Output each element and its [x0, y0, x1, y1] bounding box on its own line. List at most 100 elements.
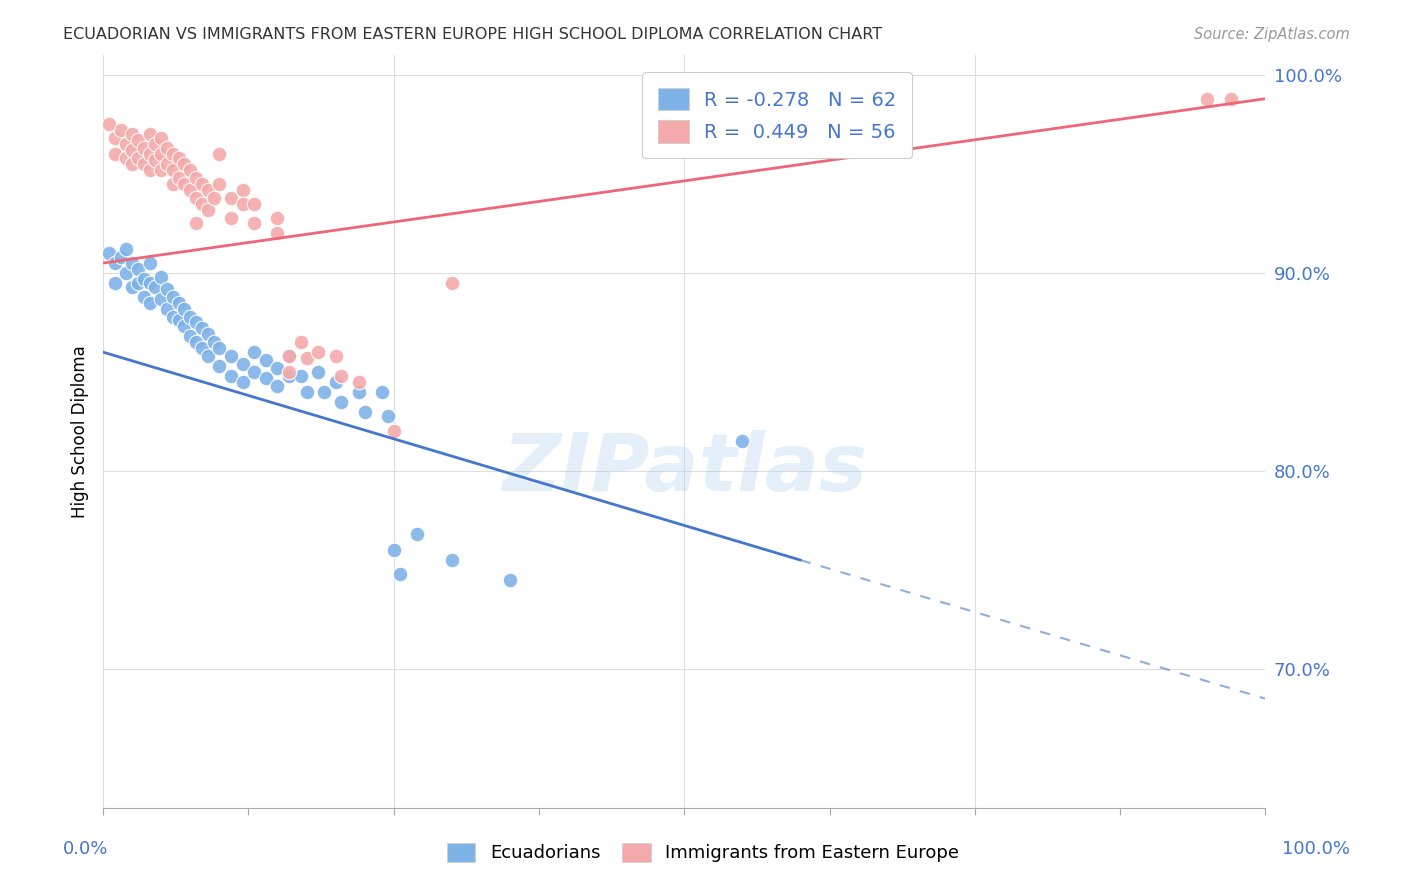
Point — [243, 196, 266, 211]
Point — [115, 137, 138, 152]
Point — [325, 375, 347, 389]
Point — [173, 157, 195, 171]
Point — [162, 147, 184, 161]
Point — [127, 133, 149, 147]
Point — [127, 276, 149, 290]
Point — [162, 290, 184, 304]
Point — [132, 272, 155, 286]
Point — [184, 335, 207, 350]
Point — [179, 163, 201, 178]
Point — [173, 177, 195, 191]
Point — [115, 151, 138, 165]
Point — [110, 250, 132, 264]
Point — [121, 256, 143, 270]
Point — [1219, 92, 1241, 106]
Point — [156, 301, 179, 316]
Point — [278, 349, 301, 363]
Point — [325, 349, 347, 363]
Point — [232, 375, 254, 389]
Point — [162, 163, 184, 178]
Point — [138, 276, 160, 290]
Point — [243, 345, 266, 359]
Point — [290, 368, 312, 383]
Point — [121, 143, 143, 157]
Point — [184, 191, 207, 205]
Point — [219, 191, 242, 205]
Point — [307, 365, 329, 379]
Point — [184, 170, 207, 185]
Point — [219, 211, 242, 225]
Point — [156, 141, 179, 155]
Point — [232, 357, 254, 371]
Point — [138, 128, 160, 142]
Point — [278, 365, 301, 379]
Y-axis label: High School Diploma: High School Diploma — [72, 345, 89, 517]
Point — [440, 553, 463, 567]
Point — [243, 217, 266, 231]
Point — [115, 242, 138, 256]
Point — [330, 394, 353, 409]
Point — [156, 157, 179, 171]
Point — [197, 327, 219, 342]
Point — [278, 349, 301, 363]
Point — [110, 123, 132, 137]
Point — [371, 384, 394, 399]
Point — [232, 183, 254, 197]
Point — [191, 321, 214, 335]
Point — [167, 151, 190, 165]
Point — [156, 282, 179, 296]
Point — [347, 375, 370, 389]
Point — [219, 368, 242, 383]
Point — [121, 157, 143, 171]
Point — [127, 262, 149, 277]
Point — [202, 335, 225, 350]
Point — [104, 276, 127, 290]
Point — [179, 183, 201, 197]
Point — [150, 163, 173, 178]
Point — [104, 256, 127, 270]
Point — [290, 335, 312, 350]
Point — [295, 351, 318, 365]
Point — [377, 409, 399, 423]
Point — [208, 147, 231, 161]
Point — [353, 404, 375, 418]
Point — [347, 384, 370, 399]
Point — [145, 153, 167, 167]
Point — [145, 137, 167, 152]
Point — [150, 131, 173, 145]
Point — [388, 566, 411, 581]
Point — [243, 365, 266, 379]
Point — [145, 280, 167, 294]
Point — [382, 543, 405, 558]
Point — [132, 157, 155, 171]
Point — [121, 280, 143, 294]
Point — [162, 310, 184, 324]
Point — [278, 368, 301, 383]
Point — [208, 359, 231, 373]
Point — [266, 361, 288, 376]
Text: Source: ZipAtlas.com: Source: ZipAtlas.com — [1194, 27, 1350, 42]
Point — [440, 276, 463, 290]
Point — [138, 256, 160, 270]
Point — [121, 128, 143, 142]
Point — [266, 379, 288, 393]
Point — [138, 163, 160, 178]
Point — [202, 191, 225, 205]
Point — [104, 131, 127, 145]
Point — [150, 292, 173, 306]
Point — [127, 151, 149, 165]
Point — [208, 177, 231, 191]
Point — [266, 211, 288, 225]
Point — [197, 183, 219, 197]
Point — [115, 266, 138, 280]
Point — [191, 196, 214, 211]
Point — [191, 341, 214, 355]
Point — [232, 196, 254, 211]
Point — [499, 573, 522, 587]
Point — [104, 147, 127, 161]
Point — [191, 177, 214, 191]
Point — [167, 295, 190, 310]
Point — [150, 269, 173, 284]
Point — [208, 341, 231, 355]
Point — [406, 527, 429, 541]
